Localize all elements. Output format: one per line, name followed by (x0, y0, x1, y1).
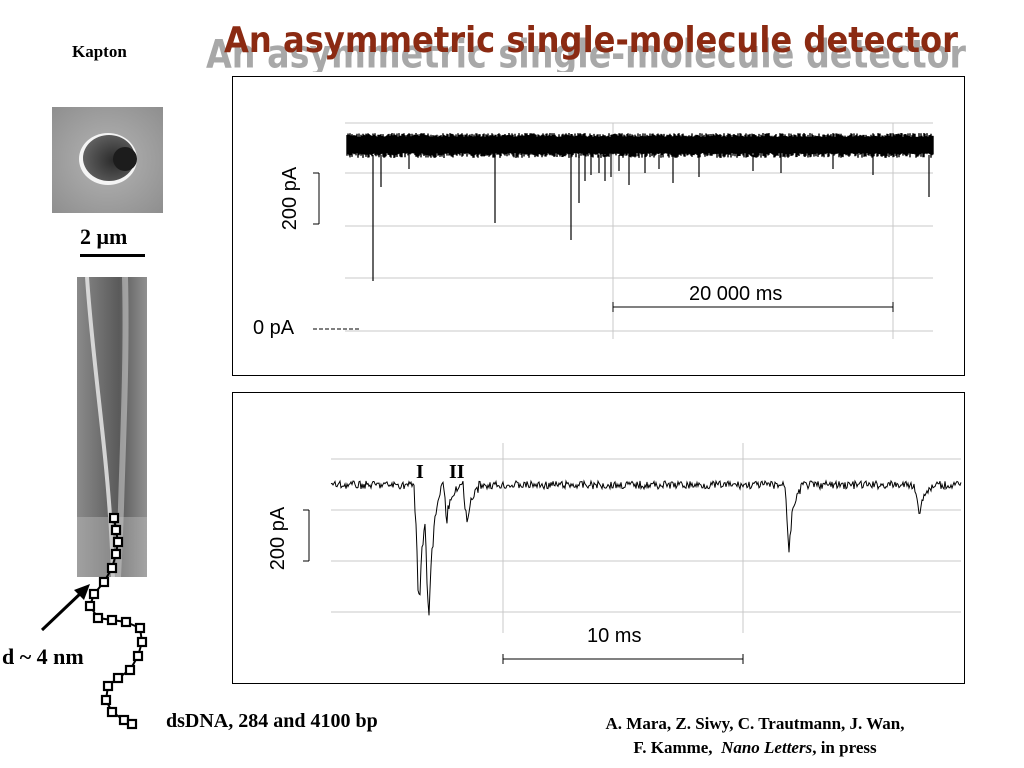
dna-link (136, 636, 148, 648)
zero-pa-label: 0 pA (253, 317, 295, 339)
dna-link (110, 524, 122, 536)
dna-link (106, 562, 118, 574)
dna-link (132, 650, 144, 662)
bottom-trace-plot (303, 443, 962, 664)
title-shadow: An asymmetric single-molecule detector (206, 31, 966, 72)
citation-authors2: F. Kamme, (633, 738, 713, 757)
dna-link (92, 612, 104, 624)
dna-link (112, 536, 124, 548)
top-x-scale-label: 20 000 ms (689, 283, 783, 305)
top-y-scale-bar (313, 172, 320, 225)
bottom-x-scale-label: 10 ms (587, 625, 642, 647)
dna-link (98, 576, 110, 588)
kapton-label: Kapton (72, 42, 127, 61)
dna-link (108, 512, 120, 524)
dsdna-chain (84, 512, 148, 730)
dna-link (112, 672, 124, 684)
dna-link (84, 600, 96, 612)
dsdna-label: dsDNA, 284 and 4100 bp (166, 710, 378, 732)
dna-link (118, 714, 130, 726)
sem-hole-image (52, 107, 163, 213)
bottom-trace-panel: 200 pA 10 ms I II (232, 392, 965, 684)
dna-link (106, 706, 118, 718)
dna-link (102, 680, 114, 692)
dna-link (124, 664, 136, 676)
top-trace-panel: 200 pA 20 000 ms 0 pA (232, 76, 965, 376)
scale-bar (80, 254, 145, 257)
dna-chain-illustration (40, 512, 148, 730)
top-spike-events (372, 155, 930, 281)
citation: A. Mara, Z. Siwy, C. Trautmann, J. Wan, … (535, 712, 975, 760)
top-trace-plot (313, 122, 934, 339)
pore-diameter-label: d ~ 4 nm (2, 644, 84, 669)
title-text: An asymmetric single-molecule detector (224, 20, 959, 61)
scale-label: 2 μm (80, 224, 128, 249)
page-title: An asymmetric single-molecule detector A… (206, 20, 966, 72)
dna-link (120, 616, 132, 628)
bottom-y-scale-label: 200 pA (267, 506, 290, 571)
top-y-scale-label: 200 pA (279, 166, 302, 231)
event-label-i: I (416, 461, 424, 483)
dna-link (134, 622, 146, 634)
citation-journal: Nano Letters (721, 738, 813, 757)
dna-link (88, 588, 100, 600)
bottom-x-scale-bar (502, 654, 744, 664)
top-current-trace (346, 133, 934, 158)
dna-link (106, 614, 118, 626)
citation-status: , in press (812, 738, 877, 757)
pore-arrow (40, 584, 90, 632)
top-x-scale-bar (612, 302, 894, 312)
dna-link (110, 548, 122, 560)
dna-link (100, 694, 112, 706)
bottom-y-scale-bar (303, 509, 310, 562)
citation-line2: F. Kamme, Nano Letters, in press (535, 736, 975, 760)
citation-line1: A. Mara, Z. Siwy, C. Trautmann, J. Wan, (605, 714, 905, 733)
event-label-ii: II (449, 461, 465, 483)
dna-link (126, 718, 138, 730)
bottom-current-trace (330, 479, 962, 616)
